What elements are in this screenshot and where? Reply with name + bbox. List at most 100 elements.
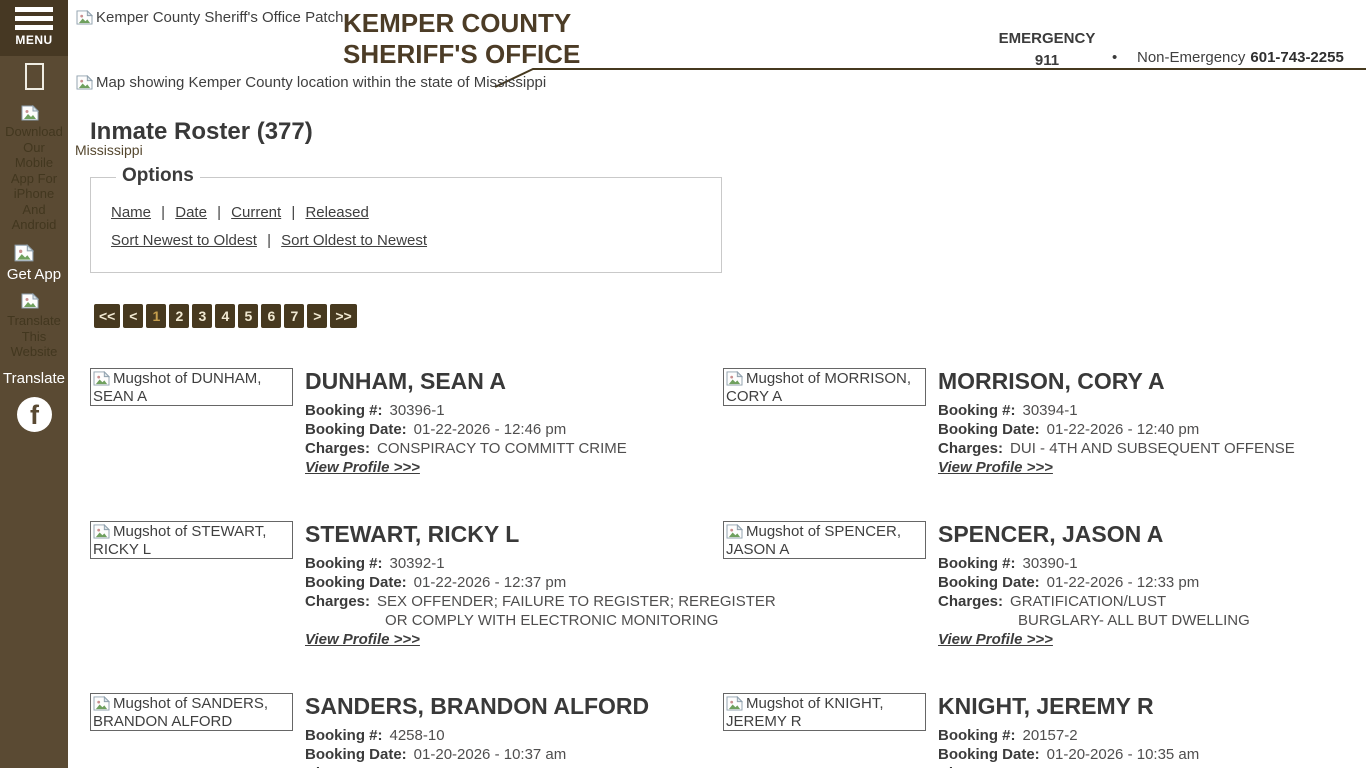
site-title-line1: KEMPER COUNTY	[343, 8, 572, 38]
mugshot-image[interactable]: Mugshot of STEWART, RICKY L	[90, 521, 293, 559]
inmate-name: KNIGHT, JEREMY R	[938, 693, 1154, 719]
charges-label: Charges:	[305, 764, 370, 768]
booking-date-label: Booking Date:	[938, 421, 1040, 438]
inmate-card: Mugshot of KNIGHT, JEREMY R KNIGHT, JERE…	[723, 693, 1356, 768]
inmate-info: KNIGHT, JEREMY R Booking #: 20157-2 Book…	[938, 693, 1199, 768]
translate-link[interactable]: Translate	[3, 370, 65, 387]
mugshot-alt-text: Mugshot of SPENCER, JASON A	[726, 523, 902, 558]
view-profile-link[interactable]: View Profile >>>	[305, 459, 420, 476]
sidebar: MENU Download Our Mobile App For iPhone …	[0, 0, 68, 768]
mugshot-image[interactable]: Mugshot of DUNHAM, SEAN A	[90, 368, 293, 406]
broken-image-icon	[76, 75, 93, 90]
booking-number-label: Booking #:	[305, 555, 383, 572]
translate-icon-alt-text[interactable]: Translate This Website	[7, 313, 61, 359]
page-button-1[interactable]: 1	[146, 304, 167, 328]
broken-image-icon	[93, 696, 110, 711]
pagination: << <1 2 3 4 5 6 7 > >>	[94, 304, 360, 328]
broken-image-icon	[726, 696, 743, 711]
booking-date-value: 01-22-2026 - 12:33 pm	[1046, 574, 1200, 591]
inmate-name: STEWART, RICKY L	[305, 521, 520, 547]
charges-value: DUI - 4TH AND SUBSEQUENT OFFENSE	[1010, 440, 1295, 457]
booking-date-value: 01-20-2026 - 10:37 am	[413, 746, 567, 763]
charges-label: Charges:	[305, 440, 371, 457]
charges-value: CONSPIRACY TO COMMITT CRIME	[377, 440, 627, 457]
mugshot-alt-text: Mugshot of DUNHAM, SEAN A	[93, 370, 262, 405]
inmate-info: MORRISON, CORY A Booking #: 30394-1 Book…	[938, 368, 1295, 477]
filter-link-current[interactable]: Current	[231, 204, 282, 221]
search-icon[interactable]	[25, 63, 44, 90]
sort-link-sort-newest-to-oldest[interactable]: Sort Newest to Oldest	[111, 232, 257, 249]
link-separator: |	[212, 204, 226, 221]
page-button-next[interactable]: >	[307, 304, 328, 328]
menu-button[interactable]: MENU	[0, 0, 68, 56]
charges-value: SEX OFFENDER; FAILURE TO REGISTER; REREG…	[377, 593, 776, 629]
facebook-icon[interactable]: f	[17, 397, 52, 432]
broken-image-icon	[93, 524, 110, 539]
mugshot-alt-text: Mugshot of KNIGHT, JEREMY R	[726, 695, 884, 730]
booking-number-value: 4258-10	[389, 727, 445, 744]
charges-label: Charges:	[938, 593, 1004, 610]
booking-date-label: Booking Date:	[305, 421, 407, 438]
state-label: Mississippi	[75, 142, 143, 158]
page-button-4[interactable]: 4	[215, 304, 236, 328]
patch-alt-text: Kemper County Sheriff's Office Patch	[96, 9, 344, 26]
page-button-nextnext[interactable]: >>	[330, 304, 357, 328]
filter-link-date[interactable]: Date	[175, 204, 207, 221]
inmate-grid: Mugshot of DUNHAM, SEAN A DUNHAM, SEAN A…	[90, 368, 1360, 768]
booking-number-value: 30394-1	[1022, 402, 1078, 419]
booking-date-label: Booking Date:	[305, 746, 407, 763]
broken-image-icon	[14, 244, 34, 262]
booking-number-label: Booking #:	[305, 727, 383, 744]
view-profile-link[interactable]: View Profile >>>	[305, 631, 420, 648]
sheriff-patch-image: Kemper County Sheriff's Office Patch	[76, 9, 343, 26]
inmate-info: SANDERS, BRANDON ALFORD Booking #: 4258-…	[305, 693, 702, 768]
inmate-info: STEWART, RICKY L Booking #: 30392-1 Book…	[305, 521, 776, 649]
charges-label: Charges:	[305, 593, 371, 610]
filter-link-name[interactable]: Name	[111, 204, 152, 221]
page-button-2[interactable]: 2	[169, 304, 190, 328]
options-heading: Options	[116, 165, 200, 187]
view-profile-link[interactable]: View Profile >>>	[938, 631, 1053, 648]
mugshot-image[interactable]: Mugshot of MORRISON, CORY A	[723, 368, 926, 406]
sort-link-sort-oldest-to-newest[interactable]: Sort Oldest to Newest	[281, 232, 428, 249]
inmate-card: Mugshot of MORRISON, CORY A MORRISON, CO…	[723, 368, 1356, 477]
broken-image-icon	[76, 10, 93, 25]
mugshot-alt-text: Mugshot of SANDERS, BRANDON ALFORD	[93, 695, 269, 730]
booking-date-value: 01-20-2026 - 10:35 am	[1046, 746, 1200, 763]
emergency-block: EMERGENCY 911	[997, 28, 1097, 72]
page-button-5[interactable]: 5	[238, 304, 259, 328]
mugshot-image[interactable]: Mugshot of SPENCER, JASON A	[723, 521, 926, 559]
map-alt-text: Map showing Kemper County location withi…	[96, 74, 547, 91]
get-app-link[interactable]: Get App	[6, 266, 62, 283]
inmate-name: SANDERS, BRANDON ALFORD	[305, 693, 650, 719]
broken-image-icon	[21, 293, 39, 309]
page-button-3[interactable]: 3	[192, 304, 213, 328]
inmate-name: MORRISON, CORY A	[938, 368, 1165, 394]
mugshot-alt-text: Mugshot of STEWART, RICKY L	[93, 523, 267, 558]
app-icon-alt-text[interactable]: Download Our Mobile App For iPhone And A…	[5, 124, 63, 232]
booking-number-value: 30392-1	[389, 555, 445, 572]
page-button-prevprev[interactable]: <<	[94, 304, 121, 328]
site-title: KEMPER COUNTY SHERIFF'S OFFICE	[343, 8, 580, 70]
booking-date-value: 01-22-2026 - 12:46 pm	[413, 421, 567, 438]
booking-number-value: 30396-1	[389, 402, 445, 419]
sort-links: Sort Newest to Oldest | Sort Oldest to N…	[111, 232, 721, 249]
mugshot-alt-text: Mugshot of MORRISON, CORY A	[726, 370, 912, 405]
inmate-card: Mugshot of SANDERS, BRANDON ALFORD SANDE…	[90, 693, 723, 768]
broken-image-icon	[726, 524, 743, 539]
page-button-6[interactable]: 6	[261, 304, 282, 328]
mugshot-image[interactable]: Mugshot of SANDERS, BRANDON ALFORD	[90, 693, 293, 731]
page-button-7[interactable]: 7	[284, 304, 305, 328]
booking-number-label: Booking #:	[938, 555, 1016, 572]
page-button-prev[interactable]: <	[123, 304, 144, 328]
options-box: Options Name | Date | Current | Released…	[90, 165, 722, 273]
view-profile-link[interactable]: View Profile >>>	[938, 459, 1053, 476]
filter-link-released[interactable]: Released	[305, 204, 369, 221]
mugshot-image[interactable]: Mugshot of KNIGHT, JEREMY R	[723, 693, 926, 731]
broken-image-icon	[21, 105, 39, 121]
booking-number-value: 20157-2	[1022, 727, 1078, 744]
broken-image-icon	[93, 371, 110, 386]
booking-date-label: Booking Date:	[305, 574, 407, 591]
menu-label: MENU	[15, 33, 53, 47]
